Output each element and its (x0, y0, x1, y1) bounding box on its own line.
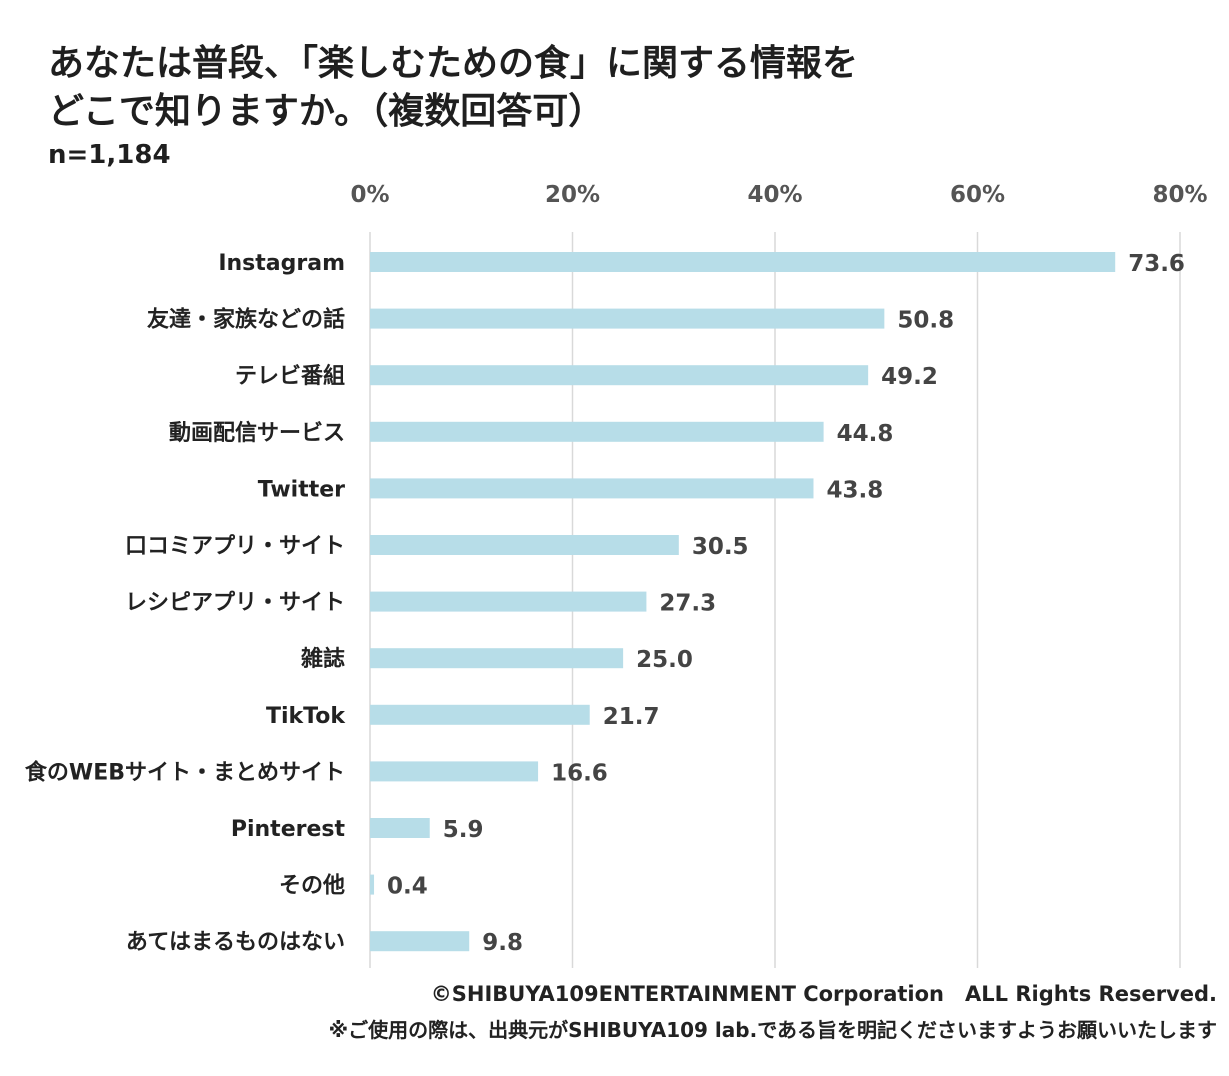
category-label: 友達・家族などの話 (147, 307, 345, 333)
data-label: 50.8 (897, 308, 954, 334)
bar (370, 365, 869, 386)
category-label: 口コミアプリ・サイト (125, 534, 345, 559)
x-tick-label: 20% (545, 182, 600, 208)
x-tick-label: 60% (950, 182, 1005, 208)
category-label: あてはまるものはない (126, 930, 345, 955)
bar (370, 874, 375, 895)
category-label: 雑誌 (300, 646, 345, 672)
category-label: 食のWEBサイト・まとめサイト (25, 759, 345, 785)
category-label: テレビ番組 (235, 363, 345, 389)
data-label: 0.4 (387, 874, 428, 900)
data-label: 49.2 (881, 364, 938, 390)
bar (370, 591, 647, 612)
chart-title-line-2: どこで知りますか。（複数回答可） (48, 91, 605, 132)
category-label: その他 (279, 874, 345, 899)
data-label: 16.6 (551, 760, 608, 786)
bar (370, 535, 679, 555)
bar (370, 308, 885, 329)
category-label: レシピアプリ・サイト (125, 591, 345, 616)
data-label: 5.9 (443, 817, 484, 843)
bar (370, 704, 590, 725)
category-label: Instagram (218, 251, 345, 276)
copyright-notice: ©SHIBUYA109ENTERTAINMENT Corporation ALL… (430, 982, 1217, 1006)
x-tick-label: 0% (350, 182, 389, 208)
bar (370, 648, 624, 669)
x-tick-label: 40% (747, 182, 802, 208)
category-label: Twitter (258, 477, 345, 502)
data-label: 43.8 (826, 477, 883, 503)
data-label: 73.6 (1128, 251, 1185, 277)
chart-title-line-1: あなたは普段、「楽しむための食」に関する情報を (48, 43, 859, 84)
sample-size: n=1,184 (48, 140, 171, 170)
data-label: 21.7 (603, 704, 660, 730)
category-label: 動画配信サービス (169, 420, 345, 446)
bar (370, 761, 539, 782)
bar (370, 818, 430, 838)
x-tick-label: 80% (1152, 182, 1207, 208)
data-label: 44.8 (837, 421, 894, 447)
data-label: 27.3 (659, 591, 716, 617)
category-label: Pinterest (231, 817, 346, 842)
bar (370, 252, 1116, 272)
bar (370, 931, 470, 952)
usage-note: ※ご使用の際は、出典元がSHIBUYA109 lab.である旨を明記くださいます… (328, 1018, 1217, 1042)
chart-title: あなたは普段、「楽しむための食」に関する情報を どこで知りますか。（複数回答可） (48, 40, 948, 136)
bar (370, 478, 814, 499)
bar (370, 421, 824, 442)
category-label: TikTok (266, 704, 346, 729)
data-label: 25.0 (636, 647, 693, 673)
data-label: 9.8 (482, 930, 523, 956)
data-label: 30.5 (692, 534, 749, 560)
